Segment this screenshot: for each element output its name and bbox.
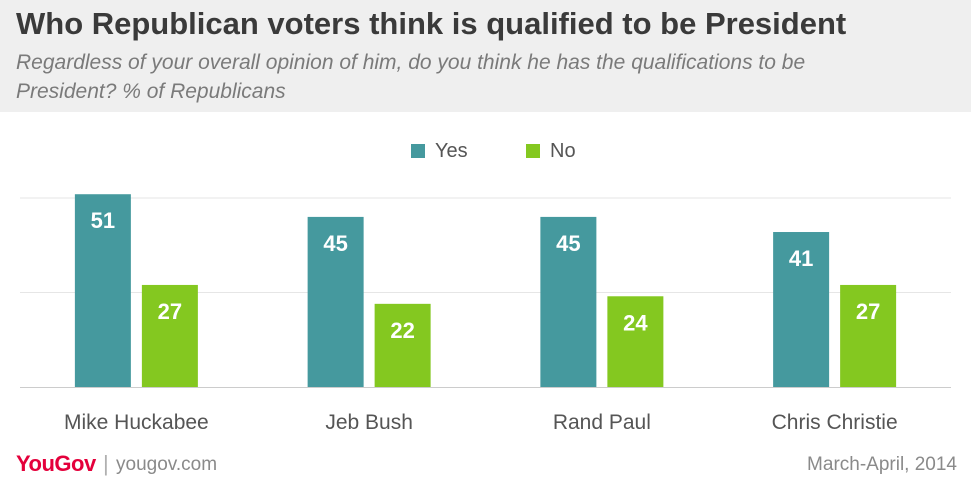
legend-label-no: No (550, 139, 576, 162)
data-label-yes-3: 41 (789, 246, 813, 271)
chart-header: Who Republican voters think is qualified… (0, 0, 971, 112)
legend-item-yes: Yes (411, 138, 468, 164)
yougov-logo: YouGov (16, 451, 96, 476)
bar-yes-2 (540, 216, 597, 387)
data-label-no-0: 27 (158, 299, 182, 324)
data-label-yes-2: 45 (556, 231, 580, 256)
bar-yes-3 (773, 232, 830, 387)
data-label-no-3: 27 (856, 299, 880, 324)
chart-title: Who Republican voters think is qualified… (16, 6, 847, 41)
bar-no-1 (374, 303, 431, 387)
chart-subtitle: Regardless of your overall opinion of hi… (16, 51, 806, 103)
data-label-no-2: 24 (623, 310, 648, 335)
data-label-no-1: 22 (390, 318, 414, 343)
bar-no-3 (840, 284, 897, 387)
category-label-1: Jeb Bush (325, 411, 413, 434)
data-label-yes-1: 45 (323, 231, 347, 256)
chart-legend: Yes No (0, 138, 971, 164)
category-label-0: Mike Huckabee (64, 411, 209, 434)
bar-no-0 (141, 284, 198, 387)
footer-url: yougov.com (116, 454, 218, 475)
category-label-3: Chris Christie (772, 411, 898, 434)
legend-swatch-yes (411, 144, 425, 158)
bar-no-2 (607, 296, 664, 387)
footer-separator: | (103, 451, 109, 476)
legend-item-no: No (526, 138, 576, 164)
bar-yes-1 (307, 216, 364, 387)
legend-swatch-no (526, 144, 540, 158)
footer-date: March-April, 2014 (807, 454, 957, 475)
data-label-yes-0: 51 (91, 208, 115, 233)
bar-yes-0 (74, 194, 131, 387)
legend-label-yes: Yes (435, 139, 468, 162)
category-label-2: Rand Paul (553, 411, 651, 434)
